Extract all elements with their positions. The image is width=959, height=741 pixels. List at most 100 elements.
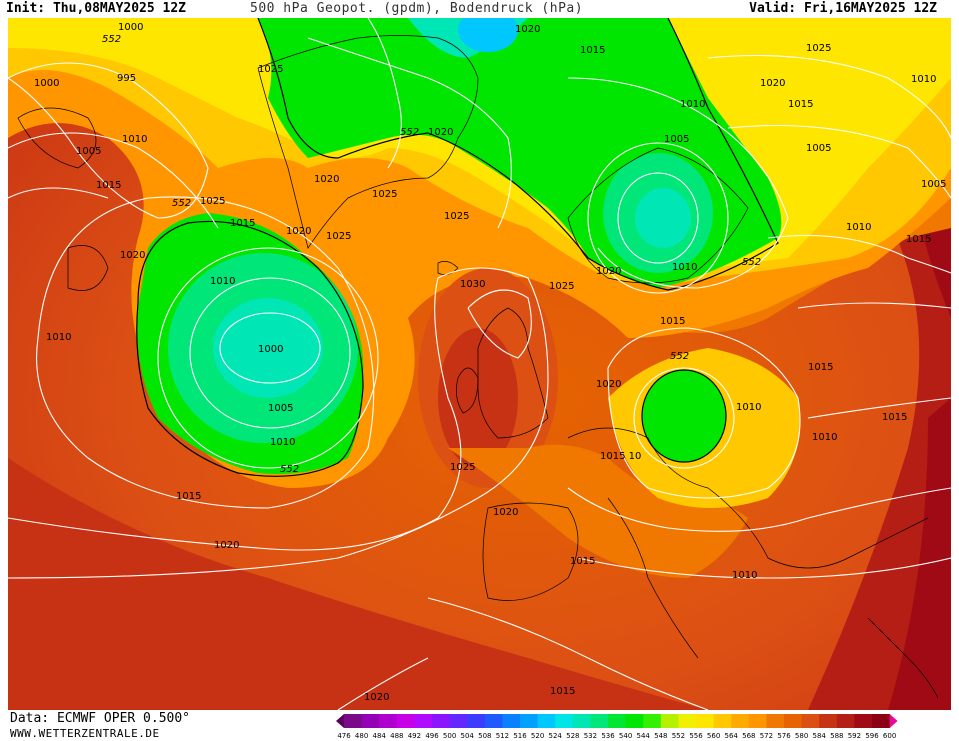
geopot-label-552-nw: 552 [102, 34, 121, 45]
legend-tick-label: 504 [461, 732, 475, 739]
legend-swatch [555, 714, 574, 728]
isobar-label: 1025 [806, 43, 831, 54]
legend-swatch [872, 714, 891, 728]
south-west-warm-zone [8, 458, 708, 710]
geopot-label-552-greenland: 552 [400, 127, 419, 138]
isobar-label: 1015 [96, 180, 121, 191]
isobar-label: 1025 [450, 462, 475, 473]
isobar-label: 1020 [515, 24, 540, 35]
legend-swatch [537, 714, 556, 728]
isobar-label: 1000 [118, 22, 143, 33]
legend-tick-label: 516 [513, 732, 527, 739]
isobar-label: 1020 [364, 692, 389, 703]
legend-swatch [344, 714, 363, 728]
legend-swatch [643, 714, 662, 728]
isobar-label: 1010 [210, 276, 235, 287]
legend-swatch [819, 714, 838, 728]
legend-swatch [836, 714, 855, 728]
greenland-scandinavia-low [18, 18, 782, 288]
legend-tick-label: 480 [355, 732, 368, 739]
geopot-label-552-central: 552 [670, 351, 689, 362]
chart-footer: Data: ECMWF OPER 0.500° WWW.WETTERZENTRA… [0, 710, 959, 741]
map-canvas: 552 552 552 552 552 552 1000 1000 995 10… [8, 18, 951, 710]
isobar-label: 1010 [46, 332, 71, 343]
legend-swatch [608, 714, 627, 728]
legend-swatch [625, 714, 644, 728]
isobar-label: 1005 [76, 146, 101, 157]
isobar-label: 1020 [760, 78, 785, 89]
south-east-hot-core [888, 398, 951, 710]
legend-swatch [361, 714, 380, 728]
legend-swatch [379, 714, 398, 728]
legend-swatch [590, 714, 609, 728]
legend-tick-label: 556 [689, 732, 703, 739]
legend-swatch [854, 714, 873, 728]
isobar-labels: 1000 1000 995 1025 1010 1005 1015 1025 1… [34, 22, 946, 703]
legend-tick-label: 520 [531, 732, 544, 739]
isobar-label: 1020 [286, 226, 311, 237]
geopot-label-552-scandinavia: 552 [742, 257, 761, 268]
legend-tick-label: 544 [637, 732, 651, 739]
legend-swatch [572, 714, 591, 728]
legend-tick-label: 492 [408, 732, 421, 739]
init-time: Init: Thu,08MAY2025 12Z [6, 1, 187, 16]
legend-tick-label: 532 [584, 732, 597, 739]
isobar-label: 1025 [549, 281, 574, 292]
legend-tick-label: 580 [795, 732, 808, 739]
isobar-label: 1015 [550, 686, 575, 697]
isobar-label: 1010 [911, 74, 936, 85]
isobar-label: 1015 10 [600, 451, 641, 462]
website-label: WWW.WETTERZENTRALE.DE [10, 727, 160, 740]
legend-swatch [766, 714, 785, 728]
chart-header: Init: Thu,08MAY2025 12Z 500 hPa Geopot. … [0, 0, 959, 18]
legend-swatch [696, 714, 715, 728]
isobar-label: 1020 [214, 540, 239, 551]
isobar-label: 1015 [906, 234, 931, 245]
isobar-label: 1010 [270, 437, 295, 448]
legend-tick-label: 500 [443, 732, 456, 739]
legend-swatch [678, 714, 697, 728]
legend-tick-label: 560 [707, 732, 720, 739]
isobar-label: 1020 [120, 250, 145, 261]
geopotential-labels: 552 552 552 552 552 552 [102, 34, 761, 475]
legend-swatch [432, 714, 451, 728]
legend-tick-label: 524 [549, 732, 563, 739]
isobar-label: 1010 [736, 402, 761, 413]
isobar-label: 1010 [732, 570, 757, 581]
isobar-label: 1000 [34, 78, 59, 89]
isobar-label: 1015 [176, 491, 201, 502]
isobar-label: 1020 [314, 174, 339, 185]
legend-tick-label: 564 [725, 732, 739, 739]
color-scale-legend: 476 480 484 488 492 496 500 504 508 512 516 520 524 5… [336, 714, 898, 739]
isobar-label: 1005 [268, 403, 293, 414]
atlantic-low-core [213, 298, 323, 398]
coastlines [17, 35, 939, 699]
legend-tick-label: 596 [865, 732, 879, 739]
legend-tick-label: 496 [425, 732, 439, 739]
legend-tick-label: 548 [654, 732, 667, 739]
isobar-label: 1005 [921, 179, 946, 190]
legend-tick-label: 592 [848, 732, 861, 739]
forecast-map: 552 552 552 552 552 552 1000 1000 995 10… [8, 18, 951, 710]
isobar-label: 1020 [596, 379, 621, 390]
legend-swatch [414, 714, 433, 728]
isobar-label: 1010 [846, 222, 871, 233]
isobar-label: 1020 [493, 507, 518, 518]
legend-right-arrow [889, 714, 898, 728]
legend-tick-label: 488 [390, 732, 403, 739]
isobar-label: 1015 [882, 412, 907, 423]
isobar-label: 1010 [812, 432, 837, 443]
isobar-label: 1025 [258, 64, 283, 75]
legend-swatch [467, 714, 486, 728]
legend-left-arrow [336, 714, 344, 728]
valid-time: Valid: Fri,16MAY2025 12Z [749, 1, 937, 16]
legend-swatch [502, 714, 521, 728]
isobar-label: 1015 [788, 99, 813, 110]
legend-swatch [801, 714, 820, 728]
legend-tick-label: 588 [830, 732, 843, 739]
legend-swatch [484, 714, 503, 728]
isobar-label: 1010 [672, 262, 697, 273]
data-source-label: Data: ECMWF OPER 0.500° [10, 711, 191, 726]
greenland-coldest-core [458, 18, 518, 52]
legend-swatch [784, 714, 803, 728]
